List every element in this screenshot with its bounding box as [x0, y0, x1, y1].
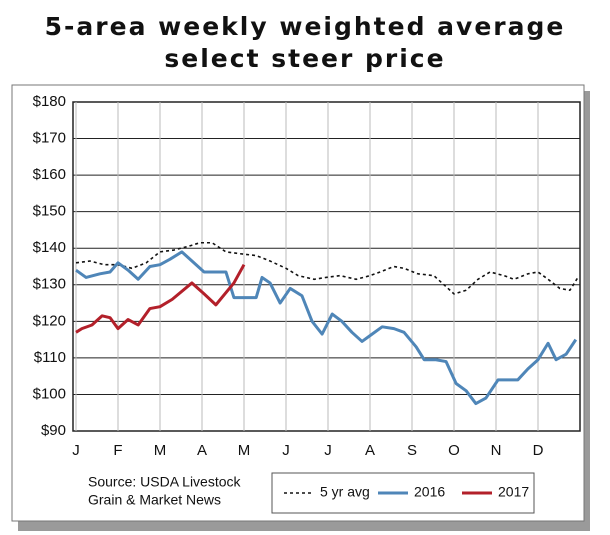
x-tick-label: J — [72, 442, 80, 459]
x-tick-label: J — [324, 442, 332, 459]
y-tick-label: $150 — [33, 203, 66, 220]
y-tick-label: $110 — [34, 349, 66, 366]
series-line — [75, 241, 579, 295]
x-tick-label: S — [407, 442, 417, 459]
y-tick-label: $180 — [33, 93, 66, 110]
x-tick-label: A — [197, 442, 207, 459]
y-tick-label: $120 — [33, 312, 66, 329]
x-tick-label: D — [533, 442, 544, 459]
chart-title: select steer price — [164, 44, 445, 73]
x-tick-label: A — [365, 442, 375, 459]
x-tick-label: N — [491, 442, 502, 459]
legend-label: 2017 — [498, 484, 529, 500]
source-note: Grain & Market News — [88, 492, 221, 508]
x-tick-label: O — [448, 442, 460, 459]
y-tick-label: $100 — [33, 385, 66, 402]
chart-title: 5-area weekly weighted average — [45, 12, 566, 41]
y-tick-label: $90 — [41, 422, 66, 439]
x-tick-label: M — [238, 442, 251, 459]
source-note: Source: USDA Livestock — [88, 474, 242, 490]
legend-label: 2016 — [414, 484, 445, 500]
series-line — [75, 250, 578, 406]
y-tick-label: $140 — [33, 239, 66, 256]
x-tick-label: M — [154, 442, 167, 459]
y-tick-label: $160 — [33, 166, 66, 183]
x-tick-label: J — [282, 442, 290, 459]
x-tick-label: F — [113, 442, 122, 459]
y-tick-label: $170 — [33, 130, 66, 147]
legend-label: 5 yr avg — [320, 484, 370, 500]
y-tick-label: $130 — [33, 276, 66, 293]
series-line — [75, 263, 246, 334]
